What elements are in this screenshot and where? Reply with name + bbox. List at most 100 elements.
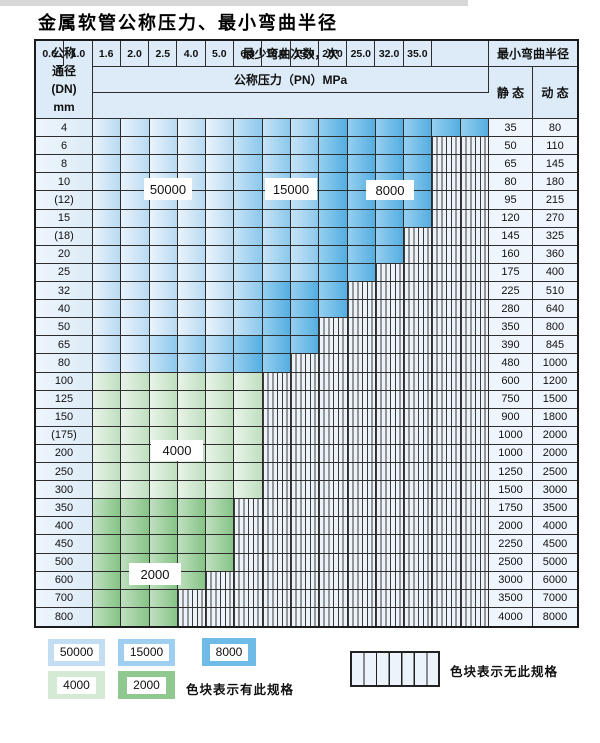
spec-cell-4000: [206, 390, 235, 409]
spec-cell-2000: [121, 589, 150, 608]
no-spec-cell: [432, 444, 461, 464]
dn-cell: 6: [36, 137, 93, 156]
dynamic-radius-cell: 1500: [533, 390, 577, 409]
spec-cell-50000: [93, 281, 122, 301]
no-spec-cell: [460, 553, 489, 572]
no-spec-cell: [404, 463, 433, 482]
table-header: 公称 通径 (DN) mm 最少弯曲次数，次 最小弯曲半径 公称压力（PN）MP…: [36, 41, 577, 119]
no-spec-cell: [460, 408, 489, 427]
no-spec-cell: [234, 571, 263, 590]
spec-cell-4000: [234, 463, 263, 482]
no-spec-cell: [375, 336, 405, 355]
page-title: 金属软管公称压力、最小弯曲半径: [38, 13, 338, 34]
spec-cell-8000: [347, 137, 376, 156]
pressure-header-cell: 公称压力（PN）MPa: [93, 67, 489, 93]
no-spec-cell: [404, 571, 433, 590]
no-spec-cell: [375, 372, 405, 391]
spec-cell-4000: [206, 408, 235, 427]
no-spec-cell: [319, 553, 348, 572]
no-spec-cell: [262, 553, 291, 572]
no-spec-cell: [375, 354, 405, 373]
no-spec-cell: [291, 354, 320, 373]
dynamic-radius-cell: 145: [533, 155, 577, 174]
spec-cell-50000: [149, 227, 178, 246]
no-spec-cell: [432, 463, 461, 482]
spec-cell-50000: [93, 245, 122, 264]
no-spec-cell: [347, 481, 376, 500]
static-radius-cell: 35: [489, 119, 533, 138]
spec-cell-8000: [347, 119, 376, 138]
spec-cell-50000: [177, 245, 207, 264]
no-spec-cell: [432, 481, 461, 500]
pressure-header-value: 10.0: [262, 41, 291, 66]
no-spec-cell: [460, 607, 489, 626]
legend-has-spec-note: 色块表示有此规格: [186, 683, 295, 697]
no-spec-cell: [262, 589, 291, 608]
spec-cell-4000: [149, 463, 178, 482]
spec-cell-50000: [177, 263, 207, 282]
static-radius-cell: 280: [489, 300, 533, 319]
spec-cell-8000: [262, 318, 291, 337]
no-spec-cell: [375, 300, 405, 319]
dn-cell: 32: [36, 281, 93, 301]
no-spec-cell: [432, 137, 461, 156]
spec-cell-4000: [206, 481, 235, 500]
spec-cell-50000: [93, 336, 122, 355]
spec-cell-2000: [177, 499, 207, 518]
spec-cell-15000: [234, 245, 263, 264]
legend-swatch-label: 15000: [123, 644, 170, 661]
no-spec-cell: [375, 499, 405, 518]
no-spec-cell: [234, 553, 263, 572]
no-spec-cell: [262, 481, 291, 500]
spec-cell-50000: [149, 318, 178, 337]
no-spec-cell: [460, 263, 489, 282]
no-spec-cell: [432, 426, 461, 445]
dn-cell: (12): [36, 191, 93, 210]
spec-table: 公称 通径 (DN) mm 最少弯曲次数，次 最小弯曲半径 公称压力（PN）MP…: [34, 39, 579, 628]
spec-cell-2000: [93, 535, 122, 554]
spec-cell-15000: [262, 245, 291, 264]
spec-cell-4000: [234, 481, 263, 500]
spec-cell-4000: [93, 481, 122, 500]
no-spec-cell: [262, 571, 291, 590]
dynamic-radius-cell: 800: [533, 318, 577, 337]
table-body: 4 35 80 6 50 110 8 65 145 10 80 180 (12) 95 215 15 120 27…: [36, 119, 577, 626]
spec-cell-15000: [262, 137, 291, 156]
spec-cell-50000: [177, 155, 207, 174]
no-spec-cell: [347, 408, 376, 427]
no-spec-cell: [460, 336, 489, 355]
no-spec-cell: [291, 589, 320, 608]
spec-cell-8000: [291, 336, 320, 355]
dynamic-radius-cell: 7000: [533, 589, 577, 608]
dynamic-radius-cell: 4000: [533, 517, 577, 536]
spec-cell-50000: [93, 173, 122, 192]
spec-cell-15000: [291, 119, 320, 138]
spec-cell-8000: [347, 245, 376, 264]
static-radius-cell: 2500: [489, 553, 533, 572]
dn-cell: 450: [36, 535, 93, 554]
spec-cell-50000: [206, 318, 235, 337]
pressure-header-value: 1.6: [93, 41, 121, 66]
no-spec-cell: [319, 589, 348, 608]
spec-cell-4000: [121, 372, 150, 391]
spec-cell-15000: [291, 155, 320, 174]
dn-cell: 100: [36, 372, 93, 391]
spec-cell-15000: [234, 318, 263, 337]
static-radius-cell: 1250: [489, 463, 533, 482]
no-spec-cell: [177, 589, 207, 608]
no-spec-cell: [262, 463, 291, 482]
no-spec-cell: [319, 607, 348, 626]
no-spec-cell: [404, 589, 433, 608]
spec-cell-50000: [121, 300, 150, 319]
no-spec-cell: [432, 263, 461, 282]
dynamic-radius-cell: 5000: [533, 553, 577, 572]
spec-cell-4000: [234, 390, 263, 409]
spec-cell-15000: [234, 281, 263, 301]
no-spec-cell: [404, 499, 433, 518]
no-spec-cell: [234, 499, 263, 518]
dynamic-radius-cell: 8000: [533, 607, 577, 626]
spec-cell-4000: [206, 372, 235, 391]
pressure-header-value: 2.5: [149, 41, 178, 66]
static-radius-cell: 50: [489, 137, 533, 156]
spec-cell-50000: [93, 191, 122, 210]
